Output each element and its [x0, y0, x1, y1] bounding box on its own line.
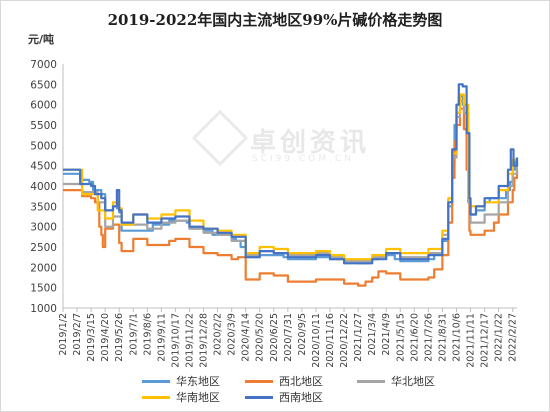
- y-tick-label: 3000: [30, 222, 57, 234]
- y-tick-label: 2000: [30, 262, 57, 274]
- x-tick-label: 2020/12/22: [339, 313, 350, 368]
- x-tick-label: 2019/12/28: [199, 313, 210, 368]
- x-tick-label: 2020/3/9: [227, 313, 238, 356]
- x-tick-label: 2021/3/4: [367, 313, 378, 356]
- y-tick-label: 1500: [30, 283, 57, 295]
- x-tick-label: 2020/4/14: [241, 313, 252, 362]
- x-tick-label: 2021/11/11: [466, 313, 477, 368]
- x-tick-label: 2022/1/22: [494, 313, 505, 362]
- y-axis-unit-label: 元/吨: [28, 33, 55, 46]
- y-tick-label: 7000: [30, 59, 57, 71]
- x-tick-label: 2019/2/7: [72, 313, 83, 356]
- x-tick-label: 2019/8/6: [142, 313, 153, 356]
- watermark-logo: 卓创资讯 SCI99.COM.CN: [191, 109, 371, 178]
- x-tick-label: 2019/9/11: [156, 313, 167, 362]
- watermark-subtext: SCI99.COM.CN: [252, 154, 354, 164]
- x-tick-label: 2021/5/15: [395, 313, 406, 362]
- x-tick-label: 2020/2/2: [213, 313, 224, 356]
- x-tick-label: 2019/11/22: [184, 313, 195, 368]
- x-tick-label: 2020/11/16: [325, 313, 336, 368]
- watermark-text: 卓创资讯: [250, 128, 371, 158]
- x-tick-label: 2020/10/11: [311, 313, 322, 368]
- x-tick-label: 2021/8/31: [437, 313, 448, 362]
- y-tick-label: 5500: [30, 120, 57, 132]
- x-tick-label: 2019/5/26: [114, 313, 125, 362]
- x-tick-label: 2021/7/26: [423, 313, 434, 362]
- x-tick-label: 2019/1/2: [58, 313, 69, 356]
- x-tick-label: 2021/1/27: [353, 313, 364, 362]
- x-tick-label: 2019/4/20: [100, 313, 111, 362]
- y-tick-label: 5000: [30, 140, 57, 152]
- x-tick-label: 2021/4/9: [381, 313, 392, 356]
- x-tick-label: 2020/5/20: [255, 313, 266, 362]
- y-tick-label: 3500: [30, 201, 57, 213]
- y-tick-label: 2500: [30, 242, 57, 254]
- y-tick-label: 4000: [30, 181, 57, 193]
- y-tick-label: 6000: [30, 100, 57, 112]
- x-tick-label: 2020/9/5: [297, 313, 308, 356]
- x-tick-label: 2021/10/6: [451, 313, 462, 362]
- y-tick-label: 6500: [30, 79, 57, 91]
- x-tick-label: 2020/7/31: [283, 313, 294, 362]
- y-tick-label: 1000: [30, 303, 57, 315]
- x-tick-label: 2019/7/1: [128, 313, 139, 356]
- x-tick-label: 2021/6/20: [409, 313, 420, 362]
- chart-title: 2019-2022年国内主流地区99%片碱价格走势图: [107, 11, 443, 29]
- x-tick-label: 2022/2/27: [508, 313, 519, 362]
- y-tick-label: 4500: [30, 161, 57, 173]
- x-tick-label: 2019/3/15: [86, 313, 97, 362]
- series-line-西南地区: [63, 83, 519, 265]
- x-tick-label: 2019/10/17: [170, 313, 181, 368]
- x-tick-label: 2020/6/25: [269, 313, 280, 362]
- x-tick-label: 2021/12/17: [480, 313, 491, 368]
